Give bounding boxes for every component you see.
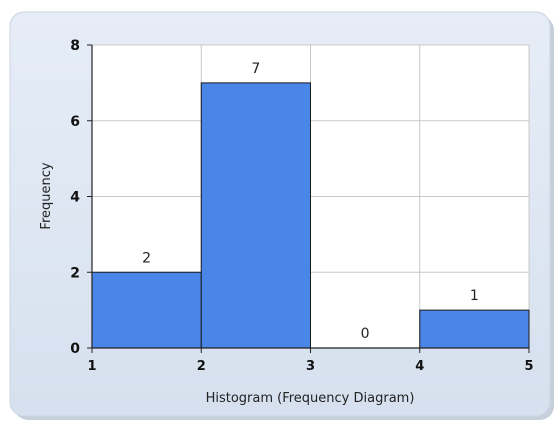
x-tick-label: 4 [415,359,424,374]
x-axis-label: Histogram (Frequency Diagram) [206,391,415,406]
y-tick-label: 4 [70,190,80,206]
y-tick-label: 6 [70,114,80,130]
bar-value-label: 2 [142,250,151,266]
histogram-bar [200,82,311,349]
axes-group [87,44,530,353]
bars-group [91,82,530,349]
bar-value-label: 0 [361,326,370,342]
x-tick-label: 3 [306,359,315,374]
y-tick-label: 2 [70,265,80,281]
x-tick-label: 1 [87,359,96,374]
histogram-bar [419,309,530,349]
y-axis-label: Frequency [39,162,54,229]
bar-value-label: 7 [251,61,260,77]
x-tick-label: 2 [197,359,206,374]
bar-value-label: 1 [470,288,479,304]
y-tick-label: 0 [70,341,80,357]
histogram-bar [91,271,202,349]
x-tick-label: 5 [524,359,533,374]
y-tick-label: 8 [70,38,80,54]
